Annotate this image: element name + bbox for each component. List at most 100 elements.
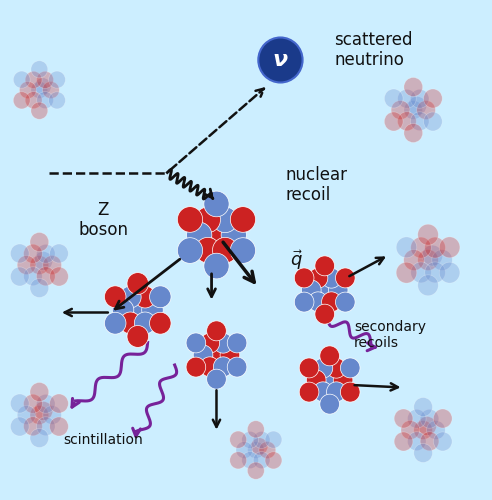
Circle shape <box>220 345 240 365</box>
Circle shape <box>34 402 53 420</box>
Circle shape <box>439 237 460 258</box>
Circle shape <box>186 333 206 353</box>
Circle shape <box>131 294 153 316</box>
Circle shape <box>439 262 460 283</box>
Circle shape <box>433 432 452 451</box>
Circle shape <box>336 292 355 312</box>
Circle shape <box>195 238 220 263</box>
Circle shape <box>10 417 29 436</box>
Circle shape <box>34 252 53 270</box>
Circle shape <box>20 82 36 98</box>
Circle shape <box>396 237 417 258</box>
Text: secondary
recoils: secondary recoils <box>354 320 426 350</box>
Circle shape <box>150 286 171 308</box>
Circle shape <box>50 417 68 436</box>
Circle shape <box>394 432 413 451</box>
Text: ν: ν <box>273 50 288 70</box>
Circle shape <box>24 417 42 436</box>
Circle shape <box>214 357 233 377</box>
Circle shape <box>391 100 410 119</box>
Circle shape <box>394 409 413 428</box>
Circle shape <box>308 268 328 288</box>
Circle shape <box>307 370 326 390</box>
Circle shape <box>230 238 255 264</box>
Circle shape <box>320 394 339 414</box>
Circle shape <box>204 222 229 248</box>
Circle shape <box>134 312 156 334</box>
Circle shape <box>302 280 321 300</box>
Circle shape <box>30 382 49 402</box>
Circle shape <box>213 238 238 263</box>
Circle shape <box>320 346 339 366</box>
Circle shape <box>50 394 68 413</box>
Circle shape <box>403 250 424 270</box>
Circle shape <box>193 345 213 365</box>
Circle shape <box>308 292 328 312</box>
Circle shape <box>327 358 346 378</box>
Circle shape <box>422 245 443 266</box>
Circle shape <box>322 268 341 288</box>
Circle shape <box>327 382 346 402</box>
Circle shape <box>396 262 417 283</box>
Circle shape <box>265 431 282 448</box>
Circle shape <box>36 267 55 286</box>
Circle shape <box>424 89 442 108</box>
Circle shape <box>30 232 49 252</box>
Circle shape <box>418 250 438 270</box>
Circle shape <box>408 96 427 116</box>
Circle shape <box>313 358 333 378</box>
Circle shape <box>36 394 55 413</box>
Circle shape <box>322 292 341 312</box>
Circle shape <box>398 112 416 131</box>
Circle shape <box>186 357 206 377</box>
Circle shape <box>425 262 445 283</box>
Text: Z
boson: Z boson <box>78 200 128 239</box>
Circle shape <box>25 72 42 88</box>
Circle shape <box>186 222 212 248</box>
Circle shape <box>37 92 54 108</box>
Circle shape <box>384 112 403 131</box>
Circle shape <box>333 370 353 390</box>
Text: nuclear
recoil: nuclear recoil <box>285 166 347 204</box>
Circle shape <box>320 370 339 390</box>
Circle shape <box>230 431 246 448</box>
Circle shape <box>200 357 219 377</box>
Circle shape <box>49 71 65 88</box>
Circle shape <box>37 72 54 88</box>
Circle shape <box>30 278 49 297</box>
Circle shape <box>10 267 29 286</box>
Circle shape <box>433 409 452 428</box>
Circle shape <box>134 286 156 308</box>
Circle shape <box>17 256 36 274</box>
Circle shape <box>207 321 226 341</box>
Circle shape <box>31 102 48 120</box>
Circle shape <box>251 438 268 455</box>
Circle shape <box>420 409 439 428</box>
Circle shape <box>253 432 270 448</box>
Circle shape <box>24 394 42 413</box>
Circle shape <box>404 124 423 142</box>
Circle shape <box>127 272 149 294</box>
Circle shape <box>247 421 264 438</box>
Text: $\vec{q}$: $\vec{q}$ <box>290 248 303 272</box>
Circle shape <box>13 71 30 88</box>
Circle shape <box>31 60 48 78</box>
Circle shape <box>247 442 264 458</box>
Circle shape <box>36 417 55 436</box>
Circle shape <box>417 100 435 119</box>
Circle shape <box>150 312 171 334</box>
Circle shape <box>425 237 445 258</box>
Circle shape <box>31 82 48 98</box>
Circle shape <box>404 78 423 96</box>
Circle shape <box>427 420 445 440</box>
Circle shape <box>404 100 423 119</box>
Circle shape <box>424 112 442 131</box>
Circle shape <box>418 275 438 295</box>
Circle shape <box>213 207 238 233</box>
Circle shape <box>13 92 30 109</box>
Circle shape <box>411 262 431 283</box>
Circle shape <box>49 92 65 109</box>
Circle shape <box>299 358 319 378</box>
Circle shape <box>401 420 420 440</box>
Circle shape <box>204 253 229 279</box>
